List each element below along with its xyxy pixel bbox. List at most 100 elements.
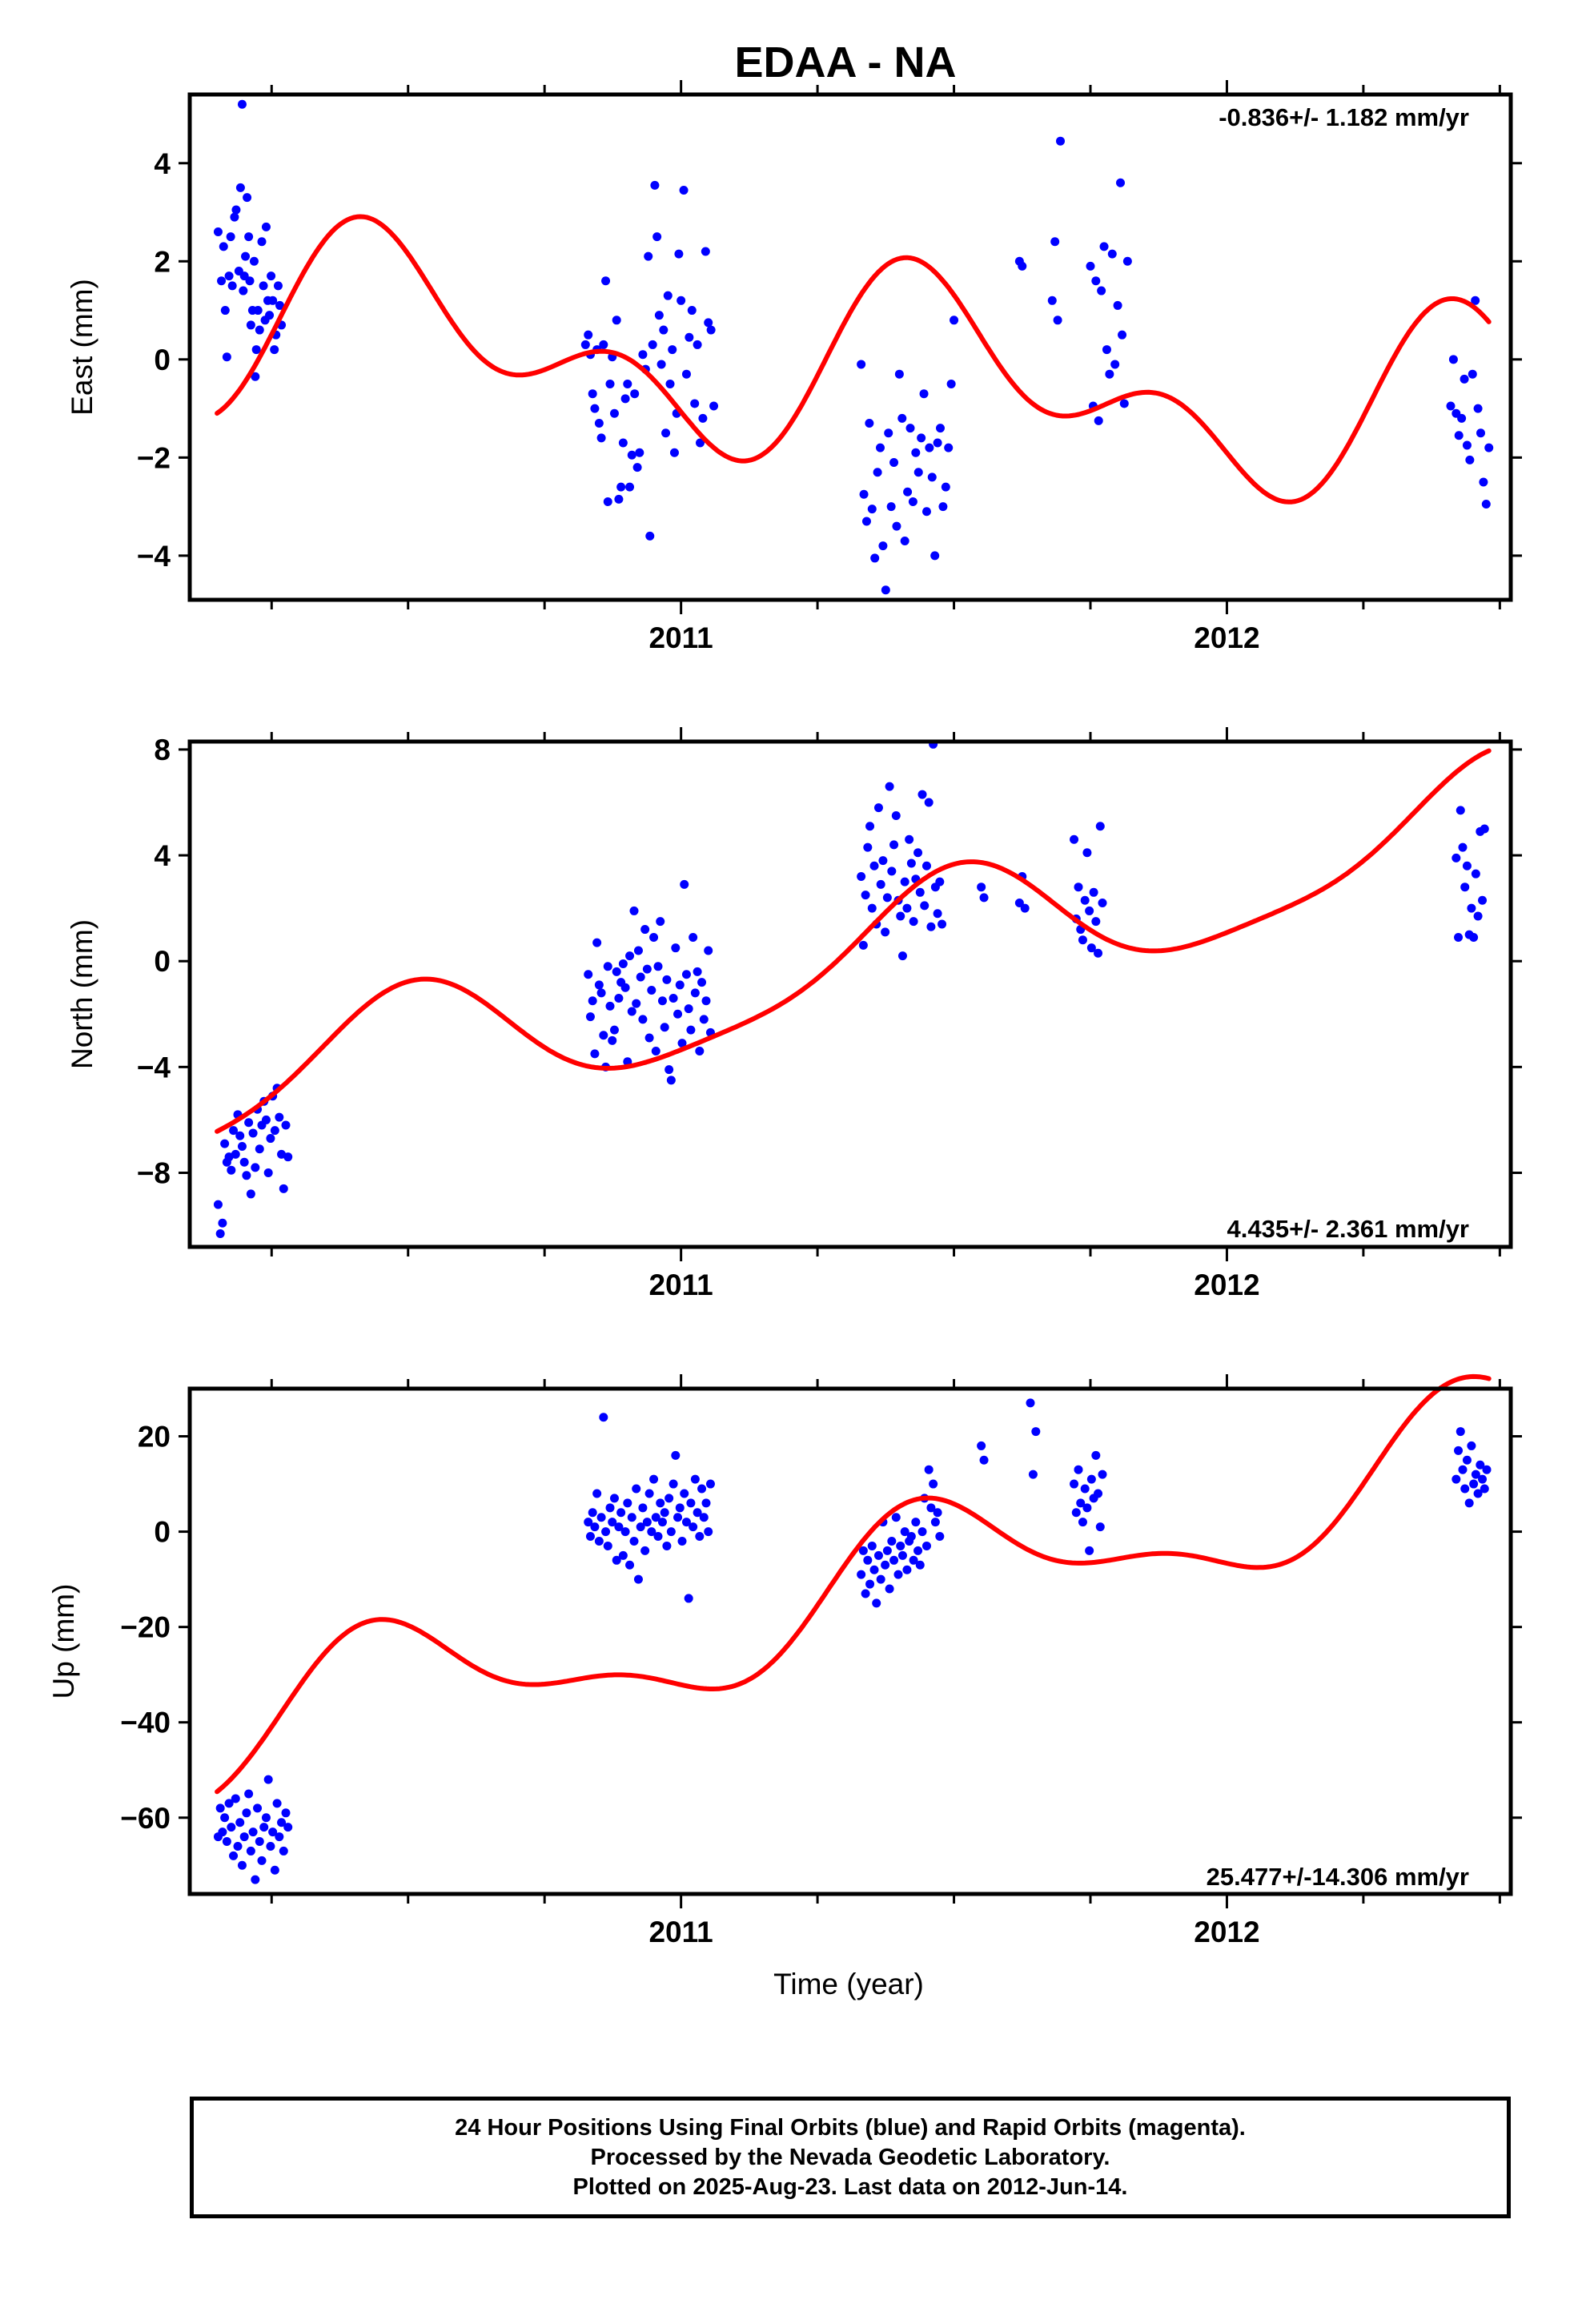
data-point xyxy=(859,489,869,499)
data-point xyxy=(231,1149,240,1159)
footer-line-1: 24 Hour Positions Using Final Orbits (bl… xyxy=(455,2114,1246,2141)
data-point xyxy=(220,1139,230,1148)
data-point xyxy=(644,1033,654,1043)
data-point xyxy=(638,1015,648,1024)
data-point xyxy=(1082,1503,1092,1513)
data-point xyxy=(636,972,645,982)
data-point xyxy=(1478,1474,1488,1484)
data-point xyxy=(614,494,624,504)
data-point xyxy=(1102,345,1111,355)
data-point xyxy=(596,988,606,998)
data-point xyxy=(629,906,639,915)
data-point xyxy=(229,1126,239,1136)
data-point xyxy=(585,1532,595,1542)
data-point xyxy=(695,1532,705,1542)
data-point xyxy=(924,798,934,807)
data-point xyxy=(900,536,909,545)
data-point xyxy=(1462,861,1472,870)
data-point xyxy=(697,1484,707,1494)
data-point xyxy=(251,1163,260,1172)
data-point xyxy=(685,332,694,342)
data-point xyxy=(594,418,604,428)
data-point xyxy=(657,1518,667,1527)
data-point xyxy=(266,1134,275,1144)
data-point xyxy=(222,1837,231,1847)
data-point xyxy=(1446,401,1456,411)
data-point xyxy=(894,369,904,379)
data-point xyxy=(913,468,923,477)
data-point xyxy=(1018,261,1027,271)
data-point xyxy=(246,1846,255,1856)
y-tick-label: 0 xyxy=(154,945,171,978)
data-point xyxy=(224,271,234,281)
data-point xyxy=(657,996,667,1006)
data-point xyxy=(255,1837,264,1847)
data-point xyxy=(1070,1479,1079,1489)
data-point xyxy=(217,276,227,286)
east-axis-label: East (mm) xyxy=(66,279,98,416)
data-point xyxy=(1467,903,1476,913)
data-point xyxy=(938,502,948,512)
data-point xyxy=(220,306,230,316)
data-point xyxy=(921,1541,931,1550)
data-point xyxy=(872,1598,881,1608)
data-point xyxy=(227,281,237,291)
data-point xyxy=(625,1560,635,1570)
data-point xyxy=(1462,1455,1472,1465)
data-point xyxy=(253,306,263,316)
data-point xyxy=(592,1489,602,1498)
data-point xyxy=(599,340,608,349)
data-point xyxy=(1454,1445,1464,1455)
data-point xyxy=(881,585,890,595)
data-point xyxy=(245,276,255,286)
data-point xyxy=(1465,455,1475,464)
data-point xyxy=(897,1550,907,1560)
data-point xyxy=(1456,806,1465,815)
y-tick-label: −20 xyxy=(120,1611,171,1644)
data-point xyxy=(671,1450,681,1460)
figure-title: EDAA - NA xyxy=(735,38,957,86)
data-point xyxy=(1122,256,1132,266)
data-point xyxy=(270,1126,279,1136)
data-point xyxy=(906,1532,916,1542)
y-tick-label: −60 xyxy=(120,1802,171,1835)
data-point xyxy=(1482,1465,1492,1474)
data-point xyxy=(255,1144,264,1154)
data-point xyxy=(1468,369,1477,379)
x-tick-label: 2011 xyxy=(648,1916,713,1948)
data-point xyxy=(936,424,945,433)
y-tick-label: 20 xyxy=(138,1421,171,1454)
data-point xyxy=(865,822,875,831)
data-point xyxy=(935,1532,945,1542)
data-point xyxy=(266,1841,275,1851)
data-point xyxy=(242,1171,251,1180)
data-point xyxy=(270,1865,279,1875)
data-point xyxy=(1085,1546,1094,1555)
data-point xyxy=(876,443,885,452)
data-point xyxy=(690,1474,700,1484)
data-point xyxy=(1089,887,1098,897)
data-point xyxy=(1085,906,1094,915)
data-point xyxy=(909,917,918,927)
data-point xyxy=(273,281,283,291)
data-point xyxy=(915,1560,925,1570)
data-point xyxy=(882,1546,892,1555)
data-point xyxy=(656,360,666,369)
data-point xyxy=(215,1803,225,1813)
data-point xyxy=(616,482,626,492)
data-point xyxy=(281,1120,291,1130)
rate-label: -0.836+/- 1.182 mm/yr xyxy=(1219,103,1469,131)
y-tick-label: 4 xyxy=(154,147,171,180)
data-point xyxy=(873,468,882,477)
data-point xyxy=(244,1789,254,1799)
data-point xyxy=(623,379,632,388)
data-point xyxy=(1097,286,1106,296)
data-point xyxy=(669,448,679,457)
data-point xyxy=(663,291,673,300)
data-point xyxy=(896,911,905,921)
data-point xyxy=(693,1508,702,1518)
data-point xyxy=(627,1007,636,1016)
data-point xyxy=(605,1001,615,1011)
data-point xyxy=(268,296,278,305)
data-point xyxy=(235,1818,245,1827)
